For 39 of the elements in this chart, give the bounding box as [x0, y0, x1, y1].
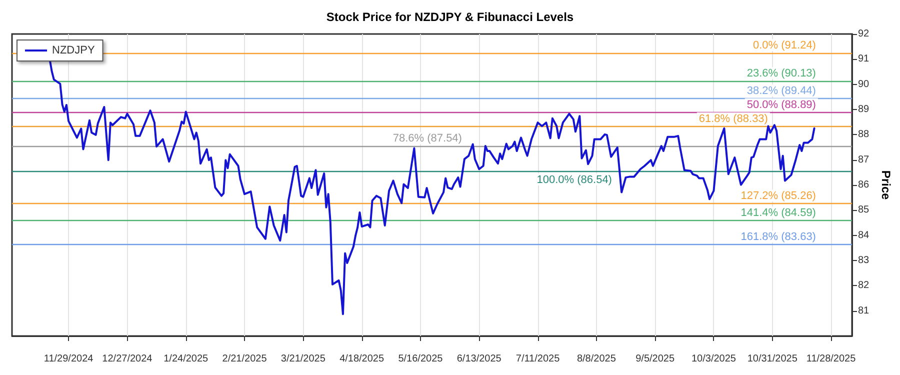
x-tick-label: 1/24/2025 [164, 354, 209, 364]
ref-line-label: 141.4% (84.59) [740, 206, 816, 219]
ref-line-label: 78.6% (87.54) [392, 132, 462, 145]
ref-line-label: 38.2% (89.44) [746, 84, 816, 97]
y-tick-label: 91 [858, 54, 870, 65]
y-tick-label: 89 [858, 104, 870, 115]
ref-line-label: 0.0% (91.24) [752, 40, 816, 52]
x-tick-label: 9/5/2025 [636, 354, 675, 364]
ref-line-label: 50.0% (88.89) [746, 98, 816, 111]
y-tick-label: 82 [858, 280, 870, 292]
x-tick-label: 12/27/2024 [102, 354, 153, 364]
chart-title: Stock Price for NZDJPY & Fibunacci Levels [326, 10, 574, 24]
y-axis-title: Price [879, 170, 893, 200]
x-tick-label: 5/16/2025 [398, 354, 444, 364]
x-tick-label: 4/18/2025 [340, 354, 384, 364]
y-tick-label: 85 [858, 204, 870, 216]
x-tick-label: 7/11/2025 [516, 354, 560, 364]
ref-line-label: 61.8% (88.33) [698, 112, 768, 125]
ref-line-label: 127.2% (85.26) [740, 190, 816, 202]
ref-line-label: 23.6% (90.13) [746, 68, 816, 80]
ref-line-label: 161.8% (83.63) [740, 231, 816, 244]
legend-label: NZDJPY [52, 44, 96, 56]
y-tick-label: 83 [858, 255, 870, 266]
ref-line-label: 100.0% (86.54) [536, 174, 612, 186]
y-tick-label: 92 [858, 28, 870, 40]
x-tick-label: 11/29/2024 [44, 354, 94, 364]
y-tick-label: 86 [858, 180, 870, 190]
x-tick-label: 6/13/2025 [456, 354, 502, 364]
y-tick-label: 87 [858, 154, 870, 166]
x-tick-label: 10/3/2025 [691, 354, 736, 364]
x-tick-label: 2/21/2025 [222, 354, 268, 364]
y-tick-label: 81 [858, 305, 870, 316]
x-tick-label: 8/8/2025 [576, 354, 616, 364]
x-tick-label: 10/31/2025 [747, 354, 798, 364]
y-tick-label: 90 [858, 78, 870, 90]
y-tick-label: 88 [858, 129, 870, 140]
x-tick-label: 3/21/2025 [280, 354, 326, 364]
y-tick-label: 84 [858, 230, 870, 241]
x-tick-label: 11/28/2025 [806, 354, 856, 364]
